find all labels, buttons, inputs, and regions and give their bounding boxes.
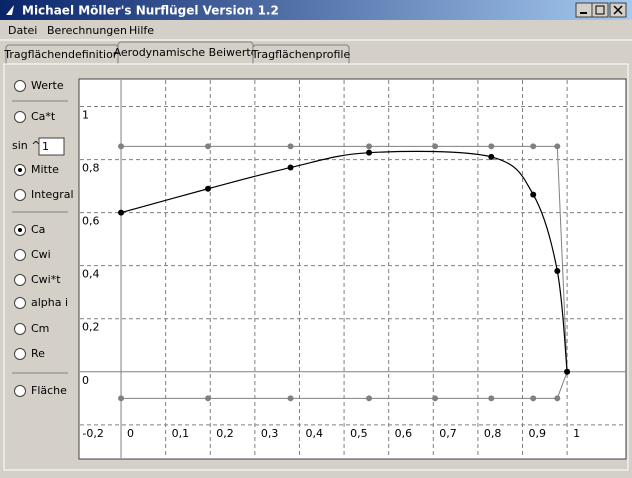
data-point	[118, 395, 125, 402]
x-tick-label: 1	[573, 427, 580, 440]
option-label[interactable]: Werte	[31, 79, 64, 92]
option-label[interactable]: Ca*t	[31, 110, 56, 123]
data-point	[432, 395, 439, 402]
data-point	[554, 143, 561, 150]
title-bar	[0, 0, 632, 20]
data-point	[554, 395, 561, 402]
sin-input[interactable]	[38, 137, 65, 156]
option-label[interactable]: Fläche	[31, 384, 67, 397]
option-label[interactable]: alpha i	[31, 296, 68, 309]
window-buttons[interactable]	[575, 2, 627, 18]
radio-dot	[18, 228, 22, 232]
data-point	[205, 143, 212, 150]
x-tick-label: 0,6	[395, 427, 413, 440]
data-point	[287, 143, 294, 150]
option-label[interactable]: Re	[31, 347, 45, 360]
x-tick-label: -0,2	[82, 427, 103, 440]
radio-button[interactable]	[14, 385, 26, 397]
y-tick-label: 0,2	[82, 321, 100, 334]
data-point	[118, 143, 125, 150]
option-label[interactable]: Ca	[31, 223, 45, 236]
x-tick-label: 0,9	[529, 427, 547, 440]
window-title: Michael Möller's Nurflügel Version 1.2	[22, 4, 279, 18]
radio-button[interactable]	[14, 297, 26, 309]
x-tick-label: 0	[127, 427, 134, 440]
data-point	[488, 153, 495, 160]
y-tick-label: 0,8	[82, 162, 100, 175]
option-label[interactable]: Integral	[31, 188, 74, 201]
x-tick-label: 0,3	[261, 427, 279, 440]
maximize-button[interactable]	[591, 2, 609, 18]
option-label[interactable]: Cwi*t	[31, 273, 61, 286]
x-tick-label: 0,2	[216, 427, 234, 440]
x-tick-label: 0,5	[350, 427, 368, 440]
radio-button[interactable]	[14, 189, 26, 201]
data-point	[366, 149, 373, 156]
tab-label[interactable]: Tragflächendefinition	[3, 48, 120, 61]
sin-value[interactable]: 1	[42, 140, 49, 153]
radio-button[interactable]	[14, 323, 26, 335]
data-point	[530, 143, 537, 150]
menu-item[interactable]: Hilfe	[129, 24, 154, 37]
x-tick-label: 0,7	[439, 427, 457, 440]
sin-label: sin ^	[12, 139, 40, 152]
x-tick-label: 0,8	[484, 427, 502, 440]
option-label[interactable]: Cwi	[31, 248, 51, 261]
tab-panel	[3, 63, 629, 471]
minimize-button[interactable]	[575, 2, 593, 18]
data-point	[205, 395, 212, 402]
x-tick-label: 0,4	[305, 427, 323, 440]
data-point	[287, 164, 294, 171]
y-tick-label: 0	[82, 374, 89, 387]
data-point	[530, 191, 537, 198]
y-tick-label: 0,6	[82, 215, 100, 228]
data-point	[366, 395, 373, 402]
tab[interactable]	[252, 44, 350, 64]
y-tick-label: 0,4	[82, 268, 100, 281]
icon	[595, 5, 605, 15]
option-label[interactable]: Mitte	[31, 163, 59, 176]
data-point	[488, 143, 495, 150]
data-point	[366, 143, 373, 150]
data-point	[432, 143, 439, 150]
data-point	[205, 185, 212, 192]
menu-item[interactable]: Datei	[8, 24, 37, 37]
data-point	[118, 209, 125, 216]
y-tick-label: 1	[82, 109, 89, 122]
data-point	[554, 267, 561, 274]
option-label[interactable]: Cm	[31, 322, 49, 335]
menu-item[interactable]: Berechnungen	[47, 24, 127, 37]
data-point	[530, 395, 537, 402]
tab-label[interactable]: Aerodynamische Beiwerte	[114, 46, 258, 59]
radio-button[interactable]	[14, 348, 26, 360]
data-point	[287, 395, 294, 402]
data-point	[564, 368, 571, 375]
radio-button[interactable]	[14, 111, 26, 123]
radio-dot	[18, 168, 22, 172]
data-point	[488, 395, 495, 402]
x-tick-label: 0,1	[172, 427, 190, 440]
chart-area	[78, 78, 627, 460]
radio-button[interactable]	[14, 80, 26, 92]
radio-button[interactable]	[14, 274, 26, 286]
icon	[613, 5, 623, 15]
tab-label[interactable]: Tragflächenprofile	[251, 48, 351, 61]
radio-button[interactable]	[14, 249, 26, 261]
app-icon	[6, 5, 14, 15]
